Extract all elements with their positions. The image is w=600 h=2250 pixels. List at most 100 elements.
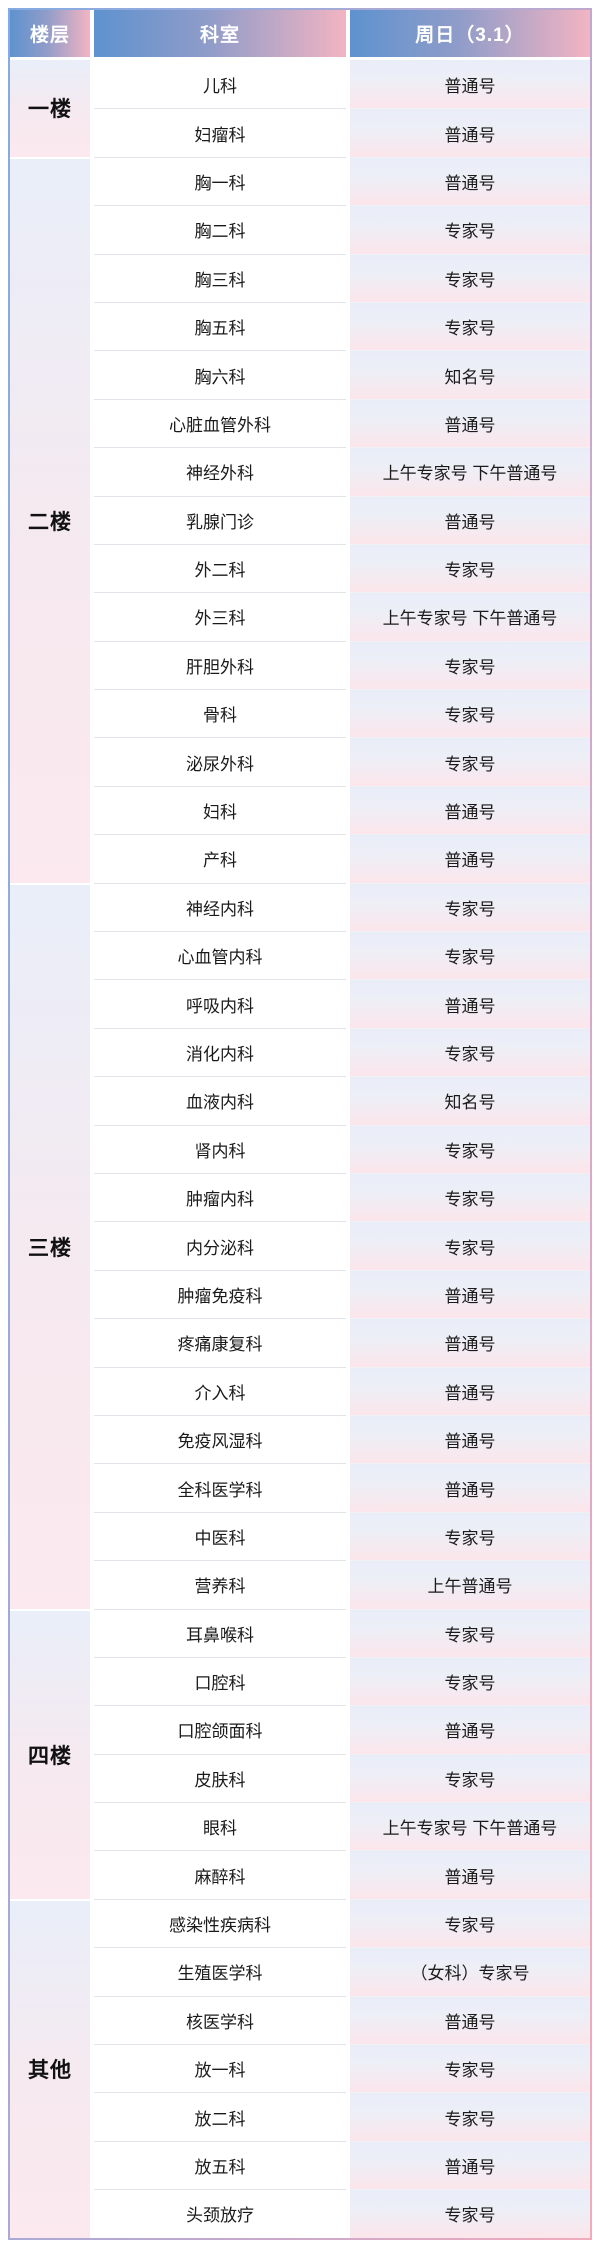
floor-cell: 三楼 — [10, 882, 90, 1609]
department-cell: 营养科 — [94, 1560, 346, 1609]
header-department: 科室 — [94, 10, 346, 60]
department-cell: 心脏血管外科 — [94, 398, 346, 448]
schedule-grid: 楼层 科室 周日（3.1） 一楼 儿科 普通号 妇瘤科 普通号 二楼 胸一科 普通号 胸二科 专家… — [10, 10, 590, 2238]
registration-type-cell: 专家号 — [350, 205, 590, 254]
department-cell: 消化内科 — [94, 1027, 346, 1077]
registration-type-cell: 上午专家号 下午普通号 — [350, 1802, 590, 1851]
registration-type-cell: 普通号 — [350, 156, 590, 206]
registration-type-cell: 普通号 — [350, 1463, 590, 1512]
registration-type-cell: 普通号 — [350, 979, 590, 1028]
department-cell: 口腔科 — [94, 1656, 346, 1706]
department-cell: 胸一科 — [94, 156, 346, 206]
floor-cell: 其他 — [10, 1898, 90, 2238]
registration-type-cell: 专家号 — [350, 2092, 590, 2141]
department-cell: 肾内科 — [94, 1124, 346, 1173]
department-cell: 胸二科 — [94, 205, 346, 254]
registration-type-cell: 知名号 — [350, 1076, 590, 1125]
registration-type-cell: 普通号 — [350, 785, 590, 835]
department-cell: 胸五科 — [94, 301, 346, 351]
department-cell: 肿瘤内科 — [94, 1172, 346, 1222]
registration-type-cell: 上午专家号 下午普通号 — [350, 447, 590, 496]
department-cell: 头颈放疗 — [94, 2189, 346, 2238]
department-cell: 神经外科 — [94, 447, 346, 496]
registration-type-cell: 专家号 — [350, 1511, 590, 1561]
registration-type-cell: 专家号 — [350, 1753, 590, 1803]
registration-type-cell: 普通号 — [350, 1414, 590, 1464]
registration-type-cell: 普通号 — [350, 1318, 590, 1367]
department-cell: 乳腺门诊 — [94, 495, 346, 544]
department-cell: 免疫风湿科 — [94, 1414, 346, 1464]
registration-type-cell: 专家号 — [350, 1172, 590, 1222]
registration-type-cell: 专家号 — [350, 931, 590, 980]
department-cell: 呼吸内科 — [94, 979, 346, 1028]
department-cell: 泌尿外科 — [94, 737, 346, 786]
registration-type-cell: 专家号 — [350, 640, 590, 690]
department-cell: 神经内科 — [94, 882, 346, 932]
department-cell: 血液内科 — [94, 1076, 346, 1125]
registration-type-cell: 普通号 — [350, 108, 590, 157]
header-floor: 楼层 — [10, 10, 90, 60]
registration-type-cell: 普通号 — [350, 1705, 590, 1754]
registration-type-cell: 普通号 — [350, 834, 590, 883]
floor-cell: 四楼 — [10, 1608, 90, 1899]
department-cell: 妇瘤科 — [94, 108, 346, 157]
registration-type-cell: 专家号 — [350, 689, 590, 738]
registration-type-cell: 上午普通号 — [350, 1560, 590, 1609]
registration-type-cell: 专家号 — [350, 2044, 590, 2093]
department-cell: 肝胆外科 — [94, 640, 346, 690]
department-cell: 耳鼻喉科 — [94, 1608, 346, 1657]
registration-type-cell: 知名号 — [350, 350, 590, 399]
registration-type-cell: 专家号 — [350, 882, 590, 932]
registration-type-cell: 普通号 — [350, 1366, 590, 1415]
department-cell: 放二科 — [94, 2092, 346, 2141]
registration-type-cell: 专家号 — [350, 253, 590, 302]
registration-type-cell: 专家号 — [350, 1221, 590, 1270]
registration-type-cell: 普通号 — [350, 398, 590, 448]
department-cell: 介入科 — [94, 1366, 346, 1415]
department-cell: 全科医学科 — [94, 1463, 346, 1512]
department-cell: 核医学科 — [94, 1995, 346, 2045]
department-cell: 产科 — [94, 834, 346, 883]
registration-type-cell: 专家号 — [350, 301, 590, 351]
registration-type-cell: 专家号 — [350, 737, 590, 786]
department-cell: 儿科 — [94, 60, 346, 109]
registration-type-cell: 专家号 — [350, 1608, 590, 1657]
department-cell: 疼痛康复科 — [94, 1318, 346, 1367]
registration-type-cell: 普通号 — [350, 1995, 590, 2045]
department-cell: 骨科 — [94, 689, 346, 738]
header-sunday: 周日（3.1） — [350, 10, 590, 60]
department-cell: 放一科 — [94, 2044, 346, 2093]
floor-cell: 二楼 — [10, 156, 90, 883]
department-cell: 内分泌科 — [94, 1221, 346, 1270]
registration-type-cell: （女科）专家号 — [350, 1947, 590, 1996]
department-cell: 胸三科 — [94, 253, 346, 302]
department-cell: 口腔颌面科 — [94, 1705, 346, 1754]
department-cell: 中医科 — [94, 1511, 346, 1561]
department-cell: 皮肤科 — [94, 1753, 346, 1803]
registration-type-cell: 上午专家号 下午普通号 — [350, 592, 590, 641]
department-cell: 肿瘤免疫科 — [94, 1269, 346, 1319]
registration-type-cell: 普通号 — [350, 1850, 590, 1899]
registration-type-cell: 专家号 — [350, 2189, 590, 2238]
department-cell: 眼科 — [94, 1802, 346, 1851]
registration-type-cell: 专家号 — [350, 1124, 590, 1173]
schedule-table: 楼层 科室 周日（3.1） 一楼 儿科 普通号 妇瘤科 普通号 二楼 胸一科 普通号 胸二科 专家… — [8, 8, 592, 2240]
registration-type-cell: 专家号 — [350, 1027, 590, 1077]
department-cell: 外三科 — [94, 592, 346, 641]
department-cell: 麻醉科 — [94, 1850, 346, 1899]
registration-type-cell: 普通号 — [350, 2140, 590, 2190]
floor-cell: 一楼 — [10, 60, 90, 157]
department-cell: 胸六科 — [94, 350, 346, 399]
department-cell: 感染性疾病科 — [94, 1898, 346, 1948]
department-cell: 心血管内科 — [94, 931, 346, 980]
department-cell: 生殖医学科 — [94, 1947, 346, 1996]
registration-type-cell: 普通号 — [350, 495, 590, 544]
registration-type-cell: 普通号 — [350, 60, 590, 109]
registration-type-cell: 专家号 — [350, 1656, 590, 1706]
department-cell: 放五科 — [94, 2140, 346, 2190]
department-cell: 妇科 — [94, 785, 346, 835]
registration-type-cell: 专家号 — [350, 1898, 590, 1948]
registration-type-cell: 专家号 — [350, 543, 590, 593]
registration-type-cell: 普通号 — [350, 1269, 590, 1319]
